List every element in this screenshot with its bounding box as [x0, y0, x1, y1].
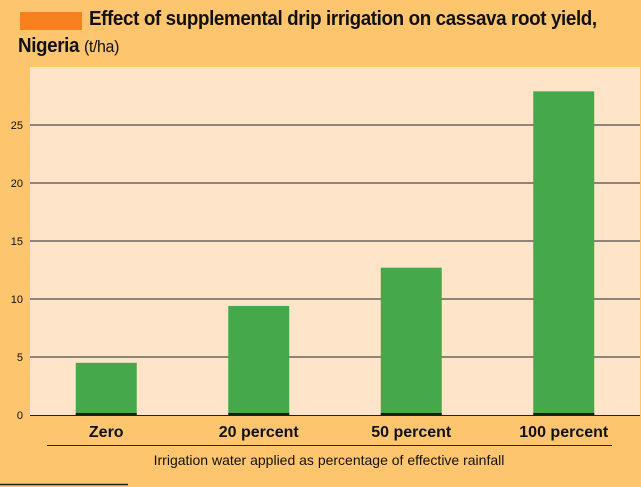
bar	[75, 362, 137, 415]
title-color-swatch	[20, 12, 82, 30]
y-tick-label: 25	[11, 120, 23, 132]
x-tick-label: 50 percent	[371, 424, 452, 441]
chart-title: Effect of supplemental drip irrigation o…	[89, 8, 597, 30]
y-tick-label: 5	[17, 352, 23, 364]
y-axis-ticks: 0 5 10 15 20 25	[11, 120, 23, 422]
y-tick-label: 20	[11, 178, 23, 190]
bar-base	[228, 413, 290, 415]
chart-title-line2: Nigeria (t/ha)	[18, 35, 119, 58]
chart-title-country: Nigeria	[18, 35, 80, 57]
bars	[75, 91, 595, 416]
bar	[380, 267, 442, 415]
bar-base	[75, 413, 137, 415]
bar	[228, 305, 290, 415]
bar-base	[533, 413, 595, 415]
chart-title-unit: (t/ha)	[83, 37, 120, 56]
x-axis-title: Irrigation water applied as percentage o…	[154, 452, 505, 468]
bar	[533, 91, 595, 416]
x-tick-label: 100 percent	[519, 424, 609, 441]
bar-base	[380, 413, 442, 415]
y-tick-label: 0	[17, 410, 23, 422]
y-tick-label: 15	[11, 236, 23, 248]
y-tick-label: 10	[11, 294, 23, 306]
x-tick-label: 20 percent	[219, 424, 300, 441]
x-axis-labels: Zero 20 percent 50 percent 100 percent	[89, 424, 609, 441]
x-tick-label: Zero	[89, 424, 124, 441]
